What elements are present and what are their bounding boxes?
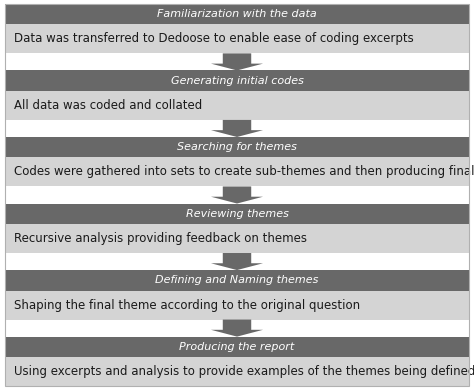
Text: Reviewing themes: Reviewing themes <box>185 209 289 219</box>
Polygon shape <box>211 319 263 337</box>
Text: Data was transferred to Dedoose to enable ease of coding excerpts: Data was transferred to Dedoose to enabl… <box>14 32 414 45</box>
Bar <box>5 204 469 224</box>
Text: Familiarization with the data: Familiarization with the data <box>157 9 317 19</box>
Bar <box>5 270 469 291</box>
Bar <box>5 337 469 357</box>
Text: All data was coded and collated: All data was coded and collated <box>14 99 202 112</box>
Polygon shape <box>211 53 263 71</box>
Text: Codes were gathered into sets to create sub-themes and then producing final them: Codes were gathered into sets to create … <box>14 165 474 179</box>
Text: Using excerpts and analysis to provide examples of the themes being defined: Using excerpts and analysis to provide e… <box>14 365 474 378</box>
Text: Searching for themes: Searching for themes <box>177 142 297 152</box>
Bar <box>5 137 469 158</box>
Bar <box>5 4 469 24</box>
Bar <box>5 24 469 53</box>
Polygon shape <box>211 186 263 204</box>
Polygon shape <box>211 253 263 270</box>
Text: Shaping the final theme according to the original question: Shaping the final theme according to the… <box>14 299 360 312</box>
Polygon shape <box>211 120 263 137</box>
Text: Producing the report: Producing the report <box>179 342 295 352</box>
Bar <box>5 71 469 91</box>
Text: Defining and Naming themes: Defining and Naming themes <box>155 275 319 285</box>
Bar <box>5 224 469 253</box>
Bar <box>5 291 469 319</box>
Text: Generating initial codes: Generating initial codes <box>171 76 303 86</box>
Bar <box>5 357 469 386</box>
Bar <box>5 158 469 186</box>
Text: Recursive analysis providing feedback on themes: Recursive analysis providing feedback on… <box>14 232 307 245</box>
Bar <box>5 91 469 120</box>
